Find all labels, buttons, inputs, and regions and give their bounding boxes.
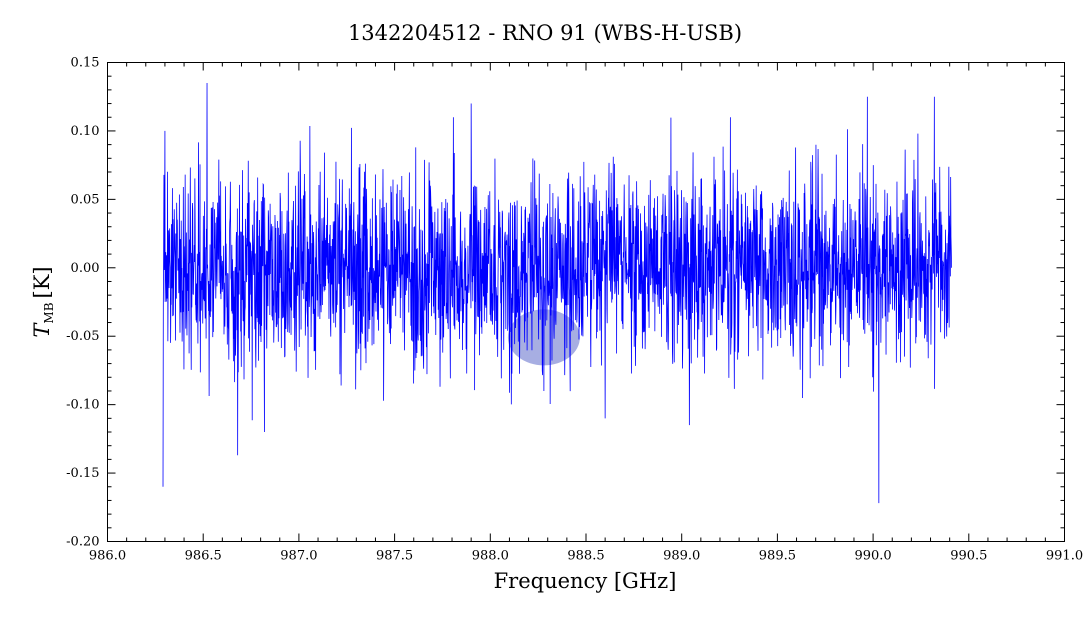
- series-layer: [162, 83, 952, 504]
- chart-title: 1342204512 - RNO 91 (WBS-H-USB): [348, 21, 742, 45]
- svg-text:TMB[K]: TMB [K]: [30, 266, 56, 337]
- y-tick-label: 0.00: [71, 261, 100, 276]
- x-tick-label: 990.5: [950, 549, 987, 564]
- x-tick-label: 989.0: [663, 549, 700, 564]
- x-axis-label: Frequency [GHz]: [494, 569, 677, 593]
- x-tick-label: 986.0: [89, 549, 126, 564]
- y-axis-label: TMB [K]: [30, 266, 56, 337]
- y-tick-label: -0.10: [66, 398, 99, 413]
- y-axis-label-main: T: [30, 322, 54, 338]
- y-tick-label: -0.15: [66, 466, 99, 481]
- y-tick-label: 0.10: [71, 124, 100, 139]
- y-axis: -0.20 -0.15 -0.10 -0.05 0.00 0.05 0.10 0.15: [66, 56, 1065, 550]
- y-axis-label-sub: MB: [42, 302, 56, 323]
- x-tick-label: 987.0: [280, 549, 317, 564]
- x-axis: 986.0 986.5 987.0 987.5 988.0 988.5 989.0 989.5…: [89, 62, 1083, 564]
- x-tick-label: 990.0: [854, 549, 891, 564]
- x-tick-label: 988.0: [472, 549, 509, 564]
- y-tick-label: 0.05: [71, 192, 100, 207]
- x-tick-label: 987.5: [376, 549, 413, 564]
- x-tick-label: 988.5: [567, 549, 604, 564]
- y-tick-label: -0.05: [66, 329, 99, 344]
- x-tick-label: 989.5: [759, 549, 796, 564]
- y-tick-label: -0.20: [66, 535, 99, 550]
- y-tick-label: 0.15: [71, 56, 100, 71]
- x-tick-label: 986.5: [185, 549, 222, 564]
- y-axis-label-unit: [K]: [30, 266, 54, 298]
- plot-area: 986.0 986.5 987.0 987.5 988.0 988.5 989.0 989.5…: [66, 56, 1083, 564]
- spectrum-line: [162, 83, 952, 504]
- x-tick-label: 991.0: [1046, 549, 1083, 564]
